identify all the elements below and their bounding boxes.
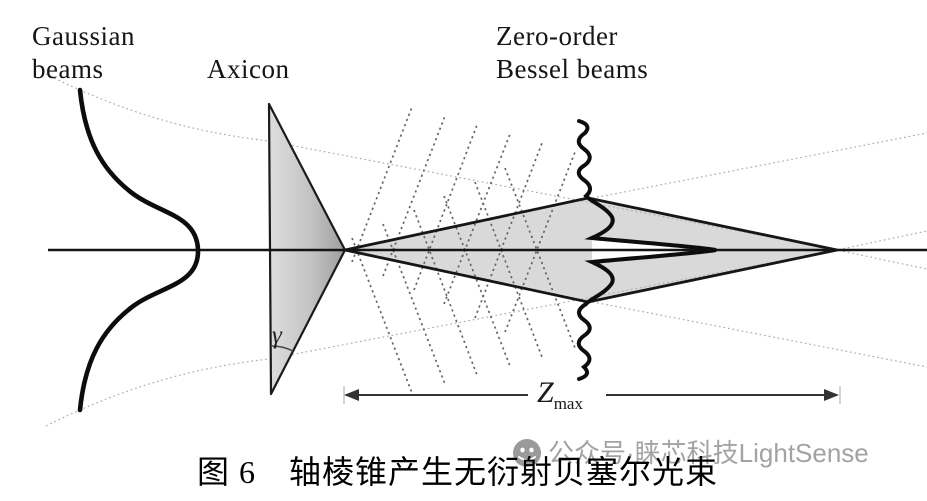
bessel-profile-curve	[576, 119, 717, 381]
zmax-arrow	[343, 386, 841, 404]
axicon-label: Axicon	[207, 54, 290, 84]
wechat-icon	[513, 439, 541, 467]
gamma-label: γ	[272, 322, 282, 349]
zmax-label: Zmax	[537, 378, 583, 419]
zmax-arrowhead-left	[344, 389, 359, 401]
lower-edge-extension-ray	[587, 300, 927, 368]
zmax-symbol: Z	[537, 376, 554, 409]
watermark-text: 公众号·睐芯科技LightSense	[548, 438, 869, 468]
gaussian-profile-curve	[77, 87, 201, 413]
bessel-beams-label: Zero-order Bessel beams	[496, 21, 649, 84]
gaussian-beams-label: Gaussian beams	[32, 21, 135, 84]
upper-edge-extension-ray	[587, 132, 927, 200]
zmax-subscript: max	[553, 394, 583, 413]
figure-caption: 图 6 轴棱锥产生无衍射贝塞尔光束	[197, 454, 719, 490]
watermark: 公众号·睐芯科技LightSense	[512, 437, 869, 469]
zmax-arrowhead-right	[824, 389, 839, 401]
gamma-angle-arc	[270, 345, 294, 352]
